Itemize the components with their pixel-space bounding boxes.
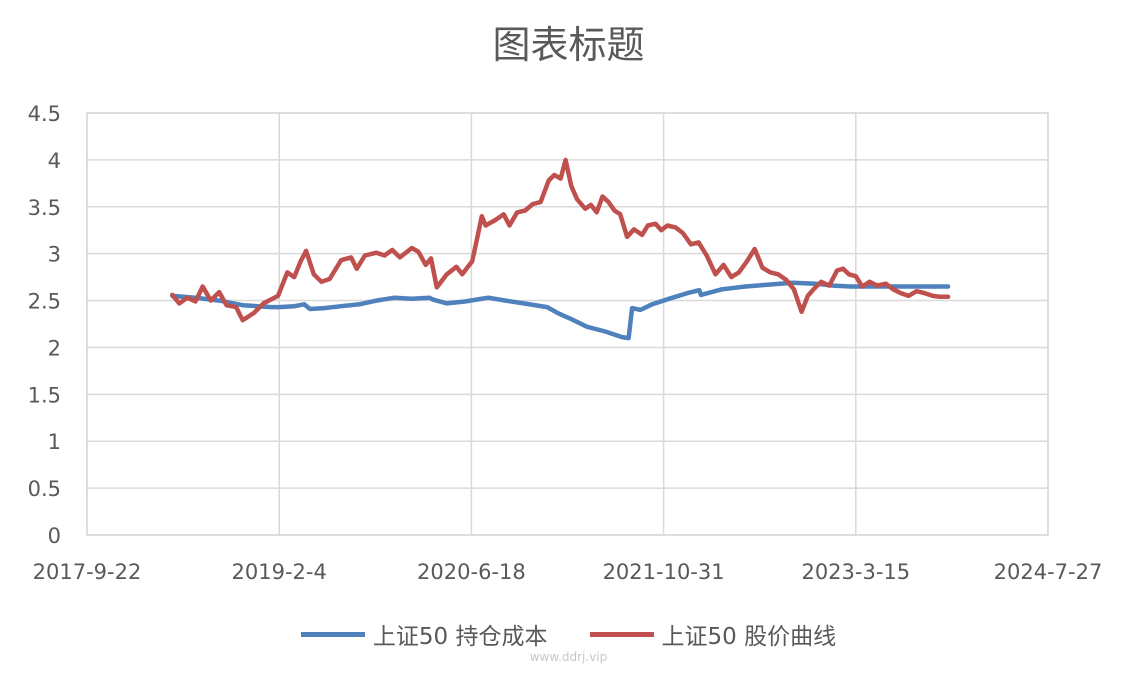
legend-swatch xyxy=(300,631,365,637)
y-tick-label: 1 xyxy=(48,430,61,454)
x-tick-label: 2021-10-31 xyxy=(603,560,725,584)
plot-area-border xyxy=(86,112,1049,536)
watermark: www.ddrj.vip xyxy=(529,650,608,664)
x-tick-label: 2020-6-18 xyxy=(417,560,526,584)
legend-swatch xyxy=(589,631,654,637)
y-tick-label: 0 xyxy=(48,524,61,548)
legend-item: 上证50 股价曲线 xyxy=(589,617,837,651)
gridlines xyxy=(86,112,1049,536)
x-tick-label: 2023-3-15 xyxy=(801,560,910,584)
x-tick-label: 2024-7-27 xyxy=(994,560,1103,584)
chart-title: 图表标题 xyxy=(492,23,645,67)
legend-item: 上证50 持仓成本 xyxy=(300,617,548,651)
y-tick-label: 3 xyxy=(48,243,61,267)
y-tick-label: 2 xyxy=(48,336,61,360)
x-tick-label: 2019-2-4 xyxy=(232,560,327,584)
y-tick-label: 4.5 xyxy=(28,102,61,126)
y-tick-label: 2.5 xyxy=(28,290,61,314)
x-axis-ticks: 2017-9-22 2019-2-4 2020-6-18 2021-10-31 2023… xyxy=(33,560,1103,584)
legend-label: 上证50 股价曲线 xyxy=(661,624,837,650)
legend: 上证50 持仓成本 上证50 股价曲线 xyxy=(0,617,1137,651)
series-lines xyxy=(170,157,951,341)
legend-label: 上证50 持仓成本 xyxy=(372,624,548,650)
y-tick-label: 0.5 xyxy=(28,477,61,501)
y-tick-label: 4 xyxy=(48,149,61,173)
y-tick-label: 3.5 xyxy=(28,196,61,220)
series-line-1 xyxy=(170,280,951,341)
x-tick-label: 2017-9-22 xyxy=(33,560,142,584)
y-tick-label: 1.5 xyxy=(28,383,61,407)
y-axis-ticks: 0 0.5 1 1.5 2 2.5 3 3.5 4 4.5 xyxy=(28,102,61,548)
series-line-2 xyxy=(170,157,951,323)
